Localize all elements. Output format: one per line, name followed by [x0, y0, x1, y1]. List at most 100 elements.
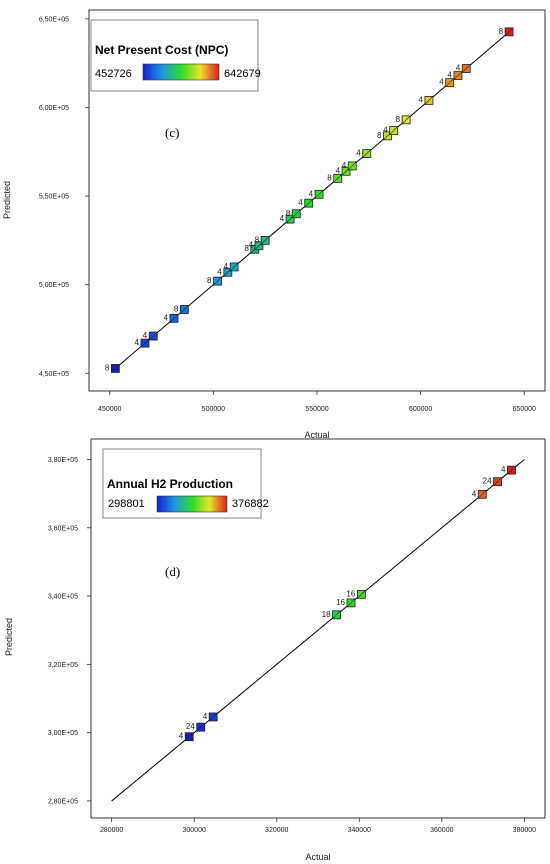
data-point-label: 8 — [396, 115, 401, 124]
y-tick-label: 3,40E+05 — [48, 594, 78, 601]
data-point-label: 4 — [336, 166, 341, 175]
data-point-label: 4 — [298, 198, 303, 207]
data-point-label: 8 — [255, 235, 260, 244]
data-point-label: 4 — [249, 241, 254, 250]
x-axis-label: Actual — [305, 852, 330, 862]
data-point-label: 4 — [203, 712, 208, 721]
data-point-label: 4 — [179, 732, 184, 741]
x-tick-label: 340000 — [348, 827, 371, 834]
data-point-label: 4 — [309, 189, 314, 198]
data-point-label: 4 — [356, 149, 361, 158]
data-point-label: 8 — [286, 209, 291, 218]
x-tick-label: 450000 — [98, 406, 121, 413]
legend-title: Net Present Cost (NPC) — [95, 43, 228, 57]
x-axis-label: Actual — [304, 430, 329, 440]
y-tick-label: 5,50E+05 — [39, 194, 69, 201]
data-point-diagonal — [229, 262, 239, 272]
data-point-label: 4 — [472, 489, 477, 498]
x-tick-label: 320000 — [265, 827, 288, 834]
legend-max-value: 642679 — [224, 68, 261, 80]
data-point-diagonal — [208, 712, 218, 722]
data-point-label: 4 — [418, 95, 423, 104]
x-tick-label: 280000 — [100, 827, 123, 834]
data-point-label: 24 — [483, 477, 492, 486]
data-point-diagonal — [478, 490, 487, 499]
data-point-label: 16 — [346, 589, 355, 598]
data-point-diagonal — [333, 174, 342, 183]
data-point-label: 18 — [322, 610, 331, 619]
data-point-diagonal — [362, 149, 371, 158]
data-point-diagonal — [462, 64, 471, 73]
data-point-diagonal — [185, 732, 194, 741]
data-point-diagonal — [504, 27, 514, 37]
data-point-diagonal — [348, 161, 357, 171]
data-point-label: 4 — [383, 126, 388, 135]
legend-min-value: 452726 — [95, 68, 132, 80]
y-tick-label: 2,80E+05 — [48, 798, 78, 805]
data-point-label: 8 — [377, 131, 382, 140]
y-tick-label: 6,50E+05 — [39, 16, 69, 23]
y-axis-label: Predicted — [4, 618, 14, 656]
y-tick-label: 5,00E+05 — [39, 282, 69, 289]
y-tick-label: 3,00E+05 — [48, 730, 78, 737]
data-point-diagonal — [292, 209, 301, 219]
legend-max-value: 376882 — [232, 498, 269, 510]
data-point-diagonal — [111, 364, 120, 373]
data-point-diagonal — [180, 305, 189, 314]
legend-colorbar — [142, 63, 220, 81]
data-point-diagonal — [304, 198, 313, 208]
y-tick-label: 3,60E+05 — [48, 525, 78, 532]
chart-panel-c: 450000 500000 550000 600000 650000 4,50E+05 5,… — [2, 9, 546, 440]
data-point-label: 8 — [244, 244, 249, 253]
data-point-diagonal — [196, 722, 205, 732]
data-point-diagonal — [389, 126, 398, 135]
data-point-label: 4 — [447, 71, 452, 80]
legend-title: Annual H2 Production — [107, 477, 233, 491]
y-tick-label: 3,20E+05 — [48, 662, 78, 669]
data-point-label: 4 — [280, 214, 285, 223]
data-point-label: 8 — [499, 27, 504, 36]
data-point-label: 8 — [174, 304, 179, 313]
data-point-diagonal — [169, 314, 179, 323]
data-point-diagonal — [453, 71, 463, 80]
x-tick-label: 650000 — [513, 406, 536, 413]
data-point-label: 4 — [439, 78, 444, 87]
panel-label: (d) — [165, 564, 180, 579]
x-tick-label: 300000 — [183, 827, 206, 834]
data-point-diagonal — [493, 477, 502, 486]
data-point-diagonal — [314, 190, 324, 199]
data-point-label: 4 — [135, 338, 140, 347]
x-tick-label: 500000 — [202, 406, 225, 413]
data-point-diagonal — [346, 598, 356, 608]
y-tick-label: 4,50E+05 — [39, 371, 69, 378]
x-tick-label: 600000 — [409, 406, 432, 413]
y-tick-label: 3,80E+05 — [48, 457, 78, 464]
data-point-label: 4 — [164, 313, 169, 322]
data-point-label: 4 — [456, 63, 461, 72]
data-point-label: 4 — [224, 262, 229, 271]
data-point-label: 4 — [501, 465, 506, 474]
data-point-diagonal — [424, 96, 434, 105]
legend-colorbar — [156, 495, 228, 513]
data-point-label: 4 — [217, 267, 222, 276]
chart-panel-d: 280000 300000 320000 340000 360000 380000 2,80… — [4, 438, 546, 862]
data-point-diagonal — [507, 465, 516, 475]
y-tick-label: 6,00E+05 — [39, 105, 69, 112]
data-point-diagonal — [445, 78, 454, 87]
x-tick-label: 380000 — [513, 827, 536, 834]
data-point-label: 4 — [342, 161, 347, 170]
legend-min-value: 298801 — [108, 498, 145, 510]
data-point-label: 24 — [186, 722, 195, 731]
x-tick-label: 550000 — [305, 406, 328, 413]
data-point-label: 8 — [207, 276, 212, 285]
data-point-diagonal — [357, 590, 366, 599]
data-point-diagonal — [149, 331, 158, 341]
fit-line — [111, 459, 525, 802]
data-point-diagonal — [260, 236, 270, 245]
data-point-diagonal — [401, 115, 411, 125]
data-point-label: 4 — [143, 331, 148, 340]
data-point-diagonal — [332, 610, 341, 620]
data-point-label: 8 — [327, 173, 332, 182]
x-tick-label: 360000 — [430, 827, 453, 834]
